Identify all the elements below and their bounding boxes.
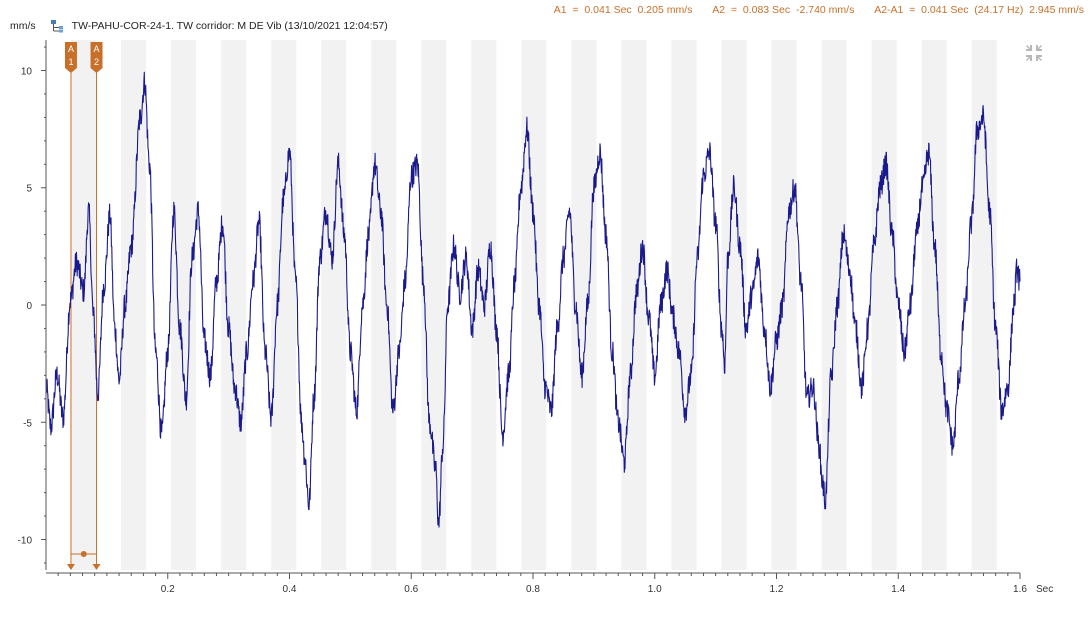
x-axis-unit-label: Sec <box>1036 584 1053 595</box>
x-tick-label: 0.8 <box>526 584 540 595</box>
background-band <box>121 40 147 570</box>
cursor-flag-number: 2 <box>94 57 99 67</box>
units-label: mm/s <box>10 20 36 32</box>
signal-tree-icon[interactable] <box>50 19 64 33</box>
cursor-markers: A 1 A 2 <box>64 42 103 570</box>
x-tick-label: 0.2 <box>161 584 175 595</box>
background-band <box>271 40 297 570</box>
y-tick-label: -10 <box>18 536 33 547</box>
chart-header: mm/s TW-PAHU-COR-24-1. TW corridor: M DE… <box>10 19 388 33</box>
background-band <box>921 40 947 570</box>
cursor-flag-number: 1 <box>68 57 73 67</box>
background-band <box>71 40 97 570</box>
x-tick-label: 0.4 <box>283 584 297 595</box>
cursor-readout: A1 = 0.041 Sec 0.205 mm/s A2 = 0.083 Sec… <box>554 4 1084 16</box>
background-band <box>321 40 347 570</box>
cursor-a1-readout: A1 = 0.041 Sec 0.205 mm/s <box>553 4 693 16</box>
y-tick-label: 10 <box>21 66 33 77</box>
background-band <box>771 40 797 570</box>
background-band <box>821 40 847 570</box>
cursor-bottom-marker <box>92 564 101 570</box>
background-band <box>221 40 247 570</box>
cursor-a2-readout: A2 = 0.083 Sec -2.740 mm/s <box>712 4 855 16</box>
cursor-delta-readout: A2-A1 = 0.041 Sec (24.17 Hz) 2.945 mm/s <box>874 4 1084 16</box>
background-band <box>171 40 197 570</box>
x-tick-label: 0.6 <box>404 584 418 595</box>
cursor-delta-marker <box>80 551 87 557</box>
cursor-flag-letter: A <box>94 44 100 54</box>
y-tick-label: 5 <box>26 184 32 195</box>
collapse-arrows-icon[interactable] <box>1024 43 1044 63</box>
trace-layer <box>45 71 1021 528</box>
x-axis-ticks: 0.2 0.4 0.6 0.8 1.0 1.2 1.4 1.6 <box>57 573 1027 595</box>
y-tick-label: -5 <box>23 418 32 429</box>
cursor-flag <box>64 42 77 73</box>
y-tick-label: 0 <box>26 301 32 312</box>
background-band <box>871 40 897 570</box>
cursor-flag <box>90 42 103 73</box>
cursor-bottom-marker <box>66 564 75 570</box>
x-tick-label: 1.4 <box>891 584 905 595</box>
background-band <box>521 40 547 570</box>
cursor-lines <box>70 70 98 564</box>
y-axis-ticks: 10 5 0 -5 -10 <box>18 46 46 564</box>
x-tick-label: 1.2 <box>770 584 784 595</box>
series-line <box>45 71 1021 528</box>
chart-title: TW-PAHU-COR-24-1. TW corridor: M DE Vib … <box>71 20 388 32</box>
background-band <box>371 40 397 570</box>
background-band <box>721 40 747 570</box>
cursor-flag-letter: A <box>68 44 74 54</box>
x-tick-label: 1.0 <box>648 584 662 595</box>
plot-background-bands <box>71 40 997 570</box>
background-band <box>671 40 697 570</box>
x-tick-label: 1.6 <box>1013 584 1027 595</box>
background-band <box>571 40 597 570</box>
